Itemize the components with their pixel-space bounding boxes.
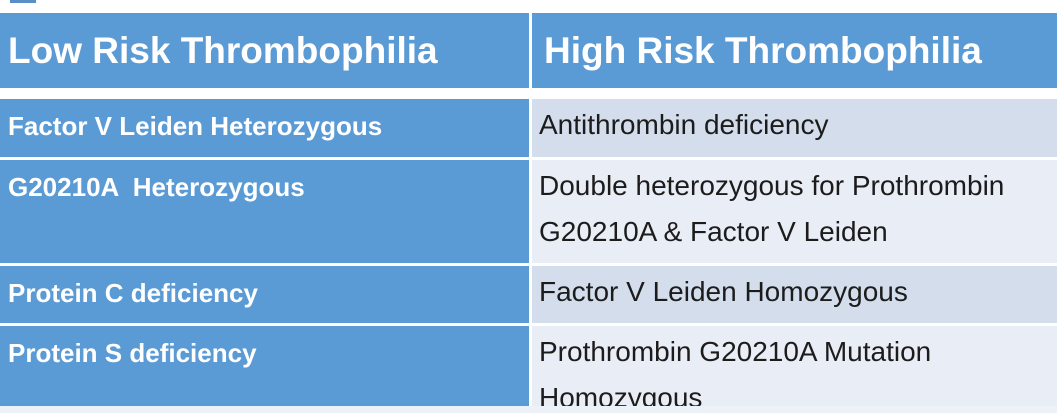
cell-high-risk-factor-v-leiden-homozygous: Factor V Leiden Homozygous bbox=[532, 266, 1057, 323]
table-row: Protein C deficiency Factor V Leiden Hom… bbox=[0, 266, 1057, 323]
column-divider bbox=[529, 266, 532, 323]
cell-high-risk-prothrombin-mutation-homozygous: Prothrombin G20210A Mutation Homozygous bbox=[532, 326, 1057, 406]
table-row: Factor V Leiden Heterozygous Antithrombi… bbox=[0, 99, 1057, 157]
table-header-row: Low Risk Thrombophilia High Risk Thrombo… bbox=[0, 13, 1057, 88]
column-header-low-risk: Low Risk Thrombophilia bbox=[0, 13, 529, 88]
thrombophilia-risk-table: Low Risk Thrombophilia High Risk Thrombo… bbox=[0, 13, 1057, 406]
top-left-blue-fragment bbox=[10, 0, 36, 3]
column-divider bbox=[529, 160, 532, 263]
cell-low-risk-protein-s-deficiency: Protein S deficiency bbox=[0, 326, 529, 406]
column-header-high-risk: High Risk Thrombophilia bbox=[532, 13, 1057, 88]
column-divider bbox=[529, 326, 532, 406]
cell-high-risk-double-heterozygous: Double heterozygous for Prothrombin G202… bbox=[532, 160, 1057, 263]
cell-high-risk-antithrombin-deficiency: Antithrombin deficiency bbox=[532, 99, 1057, 157]
table-row: Protein S deficiency Prothrombin G20210A… bbox=[0, 326, 1057, 406]
bottom-edge-strip bbox=[0, 406, 1057, 413]
cell-low-risk-factor-v-leiden-heterozygous: Factor V Leiden Heterozygous bbox=[0, 99, 529, 157]
cell-low-risk-g20210a-heterozygous: G20210A Heterozygous bbox=[0, 160, 529, 263]
column-divider bbox=[529, 13, 532, 88]
column-divider bbox=[529, 99, 532, 157]
table-row: G20210A Heterozygous Double heterozygous… bbox=[0, 160, 1057, 263]
cell-low-risk-protein-c-deficiency: Protein C deficiency bbox=[0, 266, 529, 323]
